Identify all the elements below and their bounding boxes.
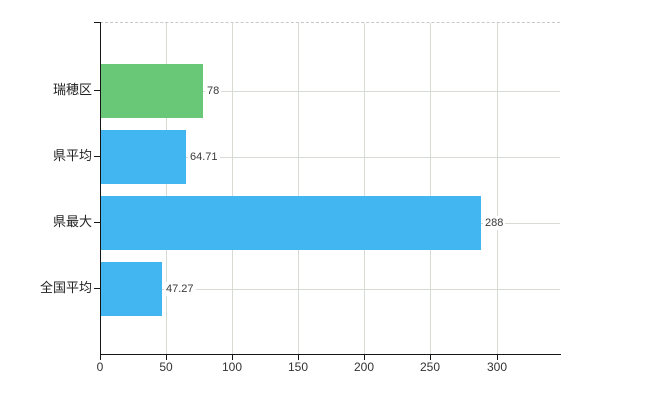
- bar-2: [100, 196, 481, 250]
- x-tick-label: 50: [159, 360, 173, 374]
- vertical-gridline: [166, 23, 167, 354]
- x-axis-tick: [298, 355, 299, 360]
- bar-3: [100, 262, 162, 316]
- vertical-gridline: [497, 23, 498, 354]
- x-axis-line: [100, 354, 561, 355]
- category-label-0: 瑞穂区: [52, 82, 92, 97]
- bar-value-label: 64.71: [188, 150, 220, 164]
- x-tick-label: 250: [419, 360, 441, 374]
- x-tick-label: 300: [486, 360, 508, 374]
- category-label-3: 全国平均: [39, 280, 92, 295]
- x-tick-label: 100: [221, 360, 243, 374]
- vertical-gridline: [364, 23, 365, 354]
- bar-1: [100, 130, 186, 184]
- y-axis-top-tick: [94, 22, 100, 23]
- bar-value-label: 47.27: [164, 282, 196, 296]
- x-axis-tick: [232, 355, 233, 360]
- x-axis-tick: [100, 355, 101, 360]
- x-axis-tick: [430, 355, 431, 360]
- plot-area: 78 64.71 288 47.27: [100, 22, 560, 354]
- y-axis-tick: [94, 222, 100, 223]
- vertical-gridline: [430, 23, 431, 354]
- category-label-2: 県最大: [52, 214, 92, 229]
- vertical-gridline: [232, 23, 233, 354]
- y-axis-line: [100, 22, 101, 355]
- bar-value-label: 288: [483, 216, 506, 230]
- category-label-1: 県平均: [52, 148, 92, 163]
- horizontal-gridline: [100, 91, 560, 92]
- bar-value-label: 78: [205, 84, 222, 98]
- x-tick-label: 150: [287, 360, 309, 374]
- y-axis-tick: [94, 288, 100, 289]
- horizontal-gridline: [100, 157, 560, 158]
- vertical-gridline: [298, 23, 299, 354]
- horizontal-gridline: [100, 289, 560, 290]
- x-axis-tick: [497, 355, 498, 360]
- y-axis-tick: [94, 156, 100, 157]
- y-axis-tick: [94, 90, 100, 91]
- x-tick-label: 200: [353, 360, 375, 374]
- bar-0: [100, 64, 203, 118]
- x-axis-tick: [166, 355, 167, 360]
- x-axis-tick: [364, 355, 365, 360]
- x-tick-label: 0: [96, 360, 104, 374]
